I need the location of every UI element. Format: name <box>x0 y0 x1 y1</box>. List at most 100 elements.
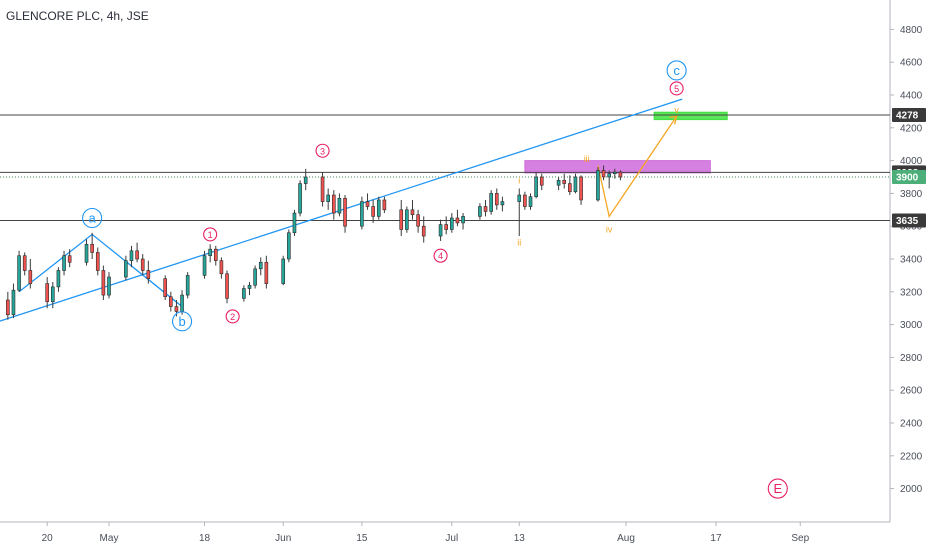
candle-body <box>461 216 465 224</box>
candle-body <box>163 278 167 298</box>
candle-body <box>528 196 533 207</box>
price-badge-current-price <box>892 170 926 184</box>
candle-body <box>483 206 488 212</box>
candle-body <box>618 171 623 178</box>
trendline <box>0 98 683 322</box>
wave-label-4: 4 <box>438 251 443 261</box>
candle-body <box>489 193 493 212</box>
candle-body <box>500 201 505 206</box>
candle-body <box>523 194 527 207</box>
purple-zone <box>524 160 711 174</box>
wave-label-a: a <box>89 211 97 226</box>
price-badge-label: 4278 <box>896 111 919 122</box>
candle-body <box>219 260 224 275</box>
time-tick-label: 18 <box>199 533 211 544</box>
candle-body <box>287 232 291 260</box>
time-tick-label: Jul <box>445 533 458 544</box>
price-tick-label: 2400 <box>900 419 923 430</box>
candle-body <box>612 171 617 175</box>
candle-body <box>124 260 128 278</box>
price-tick-label: 3400 <box>900 255 923 266</box>
candle-body <box>292 212 297 234</box>
wave-label-v: v <box>674 105 679 115</box>
price-tick-label: 3800 <box>900 189 923 200</box>
candle-body <box>556 179 561 186</box>
price-tick-label: 2800 <box>900 353 923 364</box>
candle-body <box>399 209 404 230</box>
price-tick-label: 2600 <box>900 386 923 397</box>
time-tick-label: 13 <box>514 533 526 544</box>
price-tick-label: 4400 <box>900 91 923 102</box>
candle-body <box>62 255 66 271</box>
candle-body <box>331 194 336 214</box>
candle-body <box>95 252 100 271</box>
wave-circle-c <box>666 60 687 81</box>
candle-body <box>455 217 460 224</box>
wave-circle-b <box>172 311 193 332</box>
candle-body <box>517 194 522 202</box>
green-zone <box>653 111 728 121</box>
candle-body <box>253 268 257 286</box>
candle-body <box>376 199 381 217</box>
candle-body <box>438 224 443 237</box>
candle-body <box>247 284 252 289</box>
candle-body <box>67 255 72 263</box>
candle-body <box>410 209 415 216</box>
wave-circle-5 <box>669 81 684 96</box>
candle-body <box>242 288 246 299</box>
price-badge-label: 3900 <box>896 173 919 184</box>
candle-body <box>28 270 33 284</box>
wave-label-3: 3 <box>320 146 325 156</box>
time-tick-label: 15 <box>356 533 368 544</box>
time-tick-label: Sep <box>791 533 809 544</box>
candle-body <box>281 258 286 284</box>
wave-circle-1 <box>203 227 218 242</box>
candle-body <box>579 176 583 201</box>
candle-body <box>208 248 212 257</box>
wave-label-iii: iii <box>584 154 590 164</box>
candle-body <box>56 270 61 288</box>
candle-body <box>129 250 134 261</box>
candle-body <box>573 176 578 193</box>
candle-body <box>11 289 16 316</box>
wave-circle-E <box>767 478 788 499</box>
candle-body <box>562 179 567 184</box>
orange-arrow-head <box>669 115 678 125</box>
candle-body <box>365 201 370 207</box>
time-tick-label: May <box>100 533 119 544</box>
candle-body <box>450 217 454 230</box>
price-tick-label: 2200 <box>900 451 923 462</box>
candle-body <box>343 198 347 227</box>
wave-label-E: E <box>773 481 782 496</box>
candle-body <box>607 173 611 178</box>
price-tick-label: 4000 <box>900 156 923 167</box>
time-tick-label: Aug <box>617 533 635 544</box>
candle-body <box>444 224 449 230</box>
candle-body <box>264 261 269 284</box>
candle-body <box>601 170 606 178</box>
wave-label-iv: iv <box>606 224 613 234</box>
wave-circle-3 <box>315 143 330 158</box>
candle-body <box>202 255 207 276</box>
candle-body <box>371 206 375 217</box>
wave-label-2: 2 <box>230 312 235 322</box>
time-tick-label: Jun <box>275 533 291 544</box>
candle-body <box>494 193 499 206</box>
candle-body <box>135 250 139 260</box>
candle-body <box>298 183 302 214</box>
candle-body <box>337 198 342 214</box>
candle-body <box>421 225 426 237</box>
price-tick-label: 3000 <box>900 320 923 331</box>
candle-body <box>539 176 544 186</box>
price-tick-label: 4200 <box>900 123 923 134</box>
wave-label-i: i <box>518 175 520 185</box>
candle-body <box>146 270 151 279</box>
wave-label-5: 5 <box>674 84 679 94</box>
candle-body <box>320 176 325 202</box>
candle-body <box>225 273 229 299</box>
wave-label-ii: ii <box>517 238 521 248</box>
price-tick-label: 2000 <box>900 484 923 495</box>
price-tick-label: 4800 <box>900 25 923 36</box>
